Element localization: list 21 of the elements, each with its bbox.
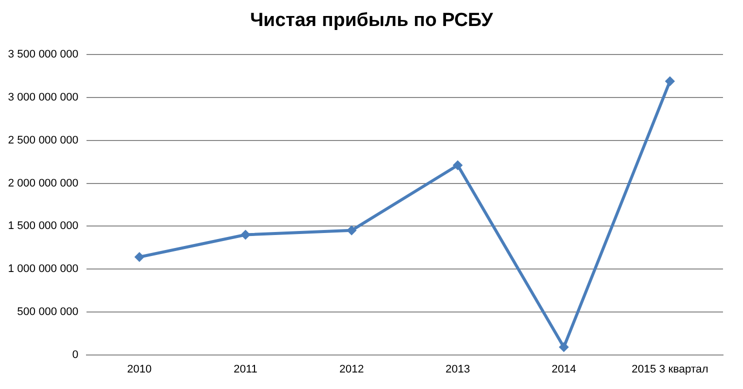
x-tick-label: 2011	[234, 363, 258, 376]
x-tick-label: 2010	[127, 363, 152, 376]
x-tick-label: 2015 3 квартал	[632, 363, 708, 376]
x-tick-label: 2014	[552, 363, 576, 376]
point	[346, 225, 357, 236]
point	[452, 160, 463, 170]
y-tick-label: 3 500 000 000	[8, 48, 78, 61]
y-tick-label: 1 000 000 000	[8, 263, 78, 276]
y-tick-label: 1 500 000 000	[8, 220, 78, 232]
y-tick-label: 3 000 000 000	[8, 92, 78, 104]
x-tick-label: 2012	[339, 363, 364, 376]
point	[558, 342, 569, 352]
y-tick-label: 500 000 000	[17, 306, 78, 318]
x-tick-label: 2013	[445, 363, 470, 376]
point	[134, 252, 144, 262]
point	[240, 230, 251, 240]
y-tick-label: 2 500 000 000	[8, 134, 78, 146]
y-tick-label: 2 000 000 000	[8, 177, 78, 190]
point	[664, 76, 675, 86]
chart-title: Чистая прибыль по РСБУ	[249, 10, 494, 32]
y-tick-label: 0	[72, 348, 78, 361]
